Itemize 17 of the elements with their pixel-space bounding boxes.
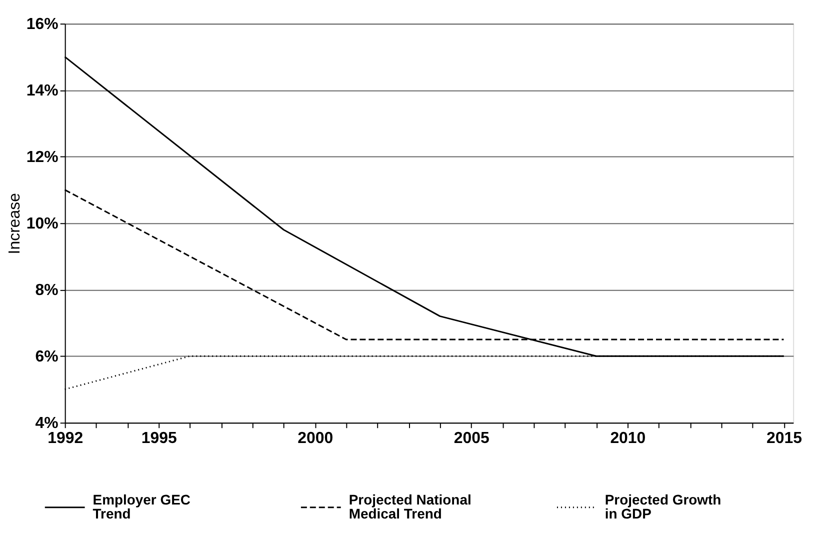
x-tick-label: 2010	[610, 430, 646, 448]
y-tick-label: 6%	[35, 348, 58, 366]
y-tick-label: 8%	[35, 282, 58, 300]
x-tick-label: 2015	[766, 430, 802, 448]
y-tick-label: 12%	[26, 149, 58, 166]
x-tick-label: 2000	[298, 430, 334, 448]
legend-label: Projected National Medical Trend	[348, 491, 472, 522]
legend-label: Projected Growth in GDP	[604, 491, 722, 522]
y-axis-title: Increase	[6, 192, 24, 254]
y-tick-label: 14%	[26, 82, 58, 100]
x-tick-label: 1995	[141, 430, 177, 448]
y-tick-label: 4%	[35, 415, 58, 432]
x-tick-label: 1992	[48, 430, 84, 448]
y-tick-label: 10%	[26, 216, 58, 233]
y-tick-label: 16%	[26, 16, 58, 34]
legend-label: Employer GEC Trend	[92, 491, 190, 522]
x-tick-label: 2005	[454, 430, 490, 448]
